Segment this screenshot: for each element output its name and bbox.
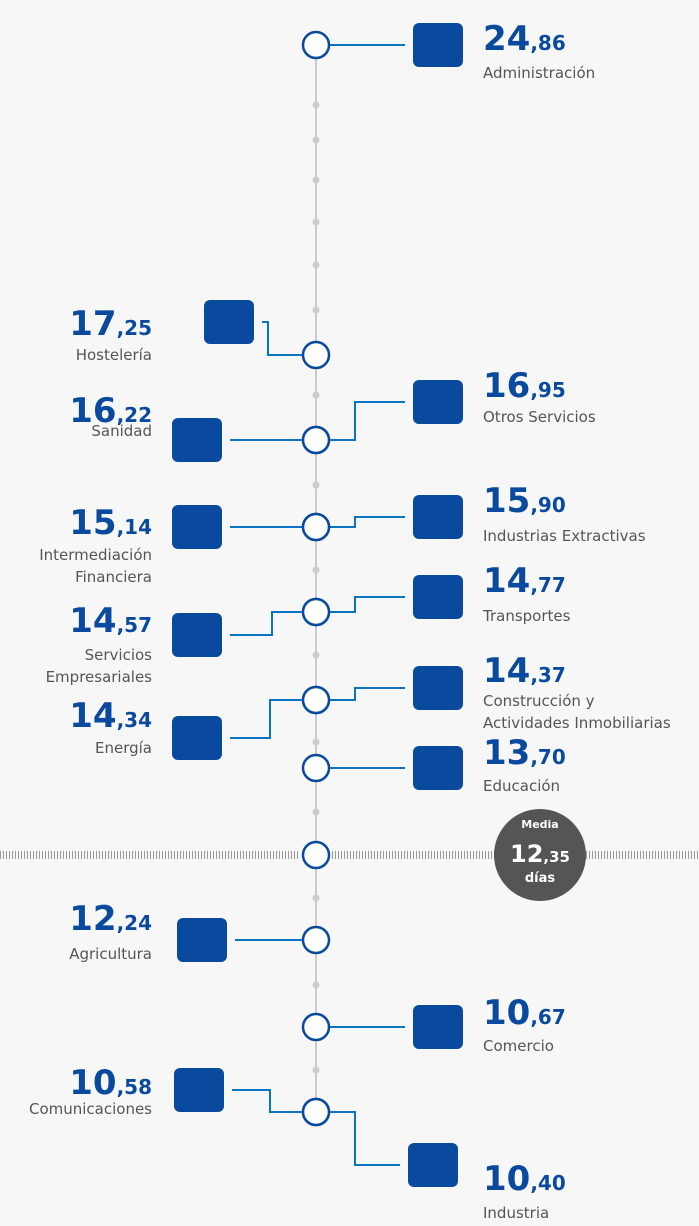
timeline-dot: [312, 566, 320, 574]
connector: [230, 611, 303, 636]
value: 13,70: [483, 733, 566, 773]
label: Construcción y: [483, 692, 595, 710]
value: 24,86: [483, 19, 566, 59]
mean-title: Media: [521, 818, 558, 831]
icon: [172, 418, 222, 462]
node: [301, 597, 331, 627]
timeline-dot: [312, 218, 320, 226]
label: Agricultura: [69, 945, 152, 963]
value: 14,34: [69, 696, 152, 736]
icon: [177, 918, 227, 962]
icon: [413, 380, 463, 424]
icon: [172, 613, 222, 657]
value: 16,95: [483, 366, 566, 406]
icon: [172, 716, 222, 760]
node: [301, 1097, 331, 1127]
label: Transportes: [482, 607, 571, 625]
timeline-dot: [312, 176, 320, 184]
label: Comunicaciones: [29, 1100, 152, 1118]
node: [301, 925, 331, 955]
icon: [413, 1005, 463, 1049]
label: Industrias Extractivas: [483, 527, 646, 545]
label: Intermediación: [39, 546, 152, 564]
icon: [172, 505, 222, 549]
timeline-dot: [312, 981, 320, 989]
node: [301, 30, 331, 60]
label: Financiera: [75, 568, 152, 586]
connector: [329, 687, 405, 701]
label: Administración: [483, 64, 595, 82]
icon: [204, 300, 254, 344]
timeline-dot: [312, 808, 320, 816]
timeline-dot: [312, 738, 320, 746]
label: Actividades Inmobiliarias: [483, 714, 671, 732]
connector: [329, 401, 405, 441]
timeline-dot: [312, 1066, 320, 1074]
node: [301, 1012, 331, 1042]
node: [301, 425, 331, 455]
icon: [413, 495, 463, 539]
connector: [329, 516, 405, 528]
value: 14,37: [483, 651, 566, 691]
value: 10,40: [483, 1159, 566, 1199]
label: Industria: [483, 1204, 549, 1222]
node: [301, 753, 331, 783]
icon: [413, 575, 463, 619]
node: [301, 340, 331, 370]
value: 15,90: [483, 481, 566, 521]
connector: [262, 321, 303, 356]
connector: [232, 1089, 303, 1113]
icon: [413, 666, 463, 710]
label: Hostelería: [76, 346, 152, 364]
timeline-dot: [312, 261, 320, 269]
value: 12,24: [69, 899, 152, 939]
icon: [174, 1068, 224, 1112]
value: 16,22: [69, 391, 152, 431]
connector: [329, 1111, 400, 1166]
mean-node: [301, 840, 331, 870]
label: Energía: [95, 739, 152, 757]
icon: [408, 1143, 458, 1187]
timeline-dot: [312, 136, 320, 144]
value: 10,67: [483, 993, 566, 1033]
connector: [329, 596, 405, 613]
connector: [230, 699, 303, 739]
timeline-dot: [312, 306, 320, 314]
mean-value: 12,35: [510, 840, 570, 868]
mean-badge: [494, 809, 586, 901]
value: 10,58: [69, 1063, 152, 1103]
timeline-dot: [312, 481, 320, 489]
node: [301, 512, 331, 542]
label: Sanidad: [91, 422, 152, 440]
timeline-dot: [312, 651, 320, 659]
label: Educación: [483, 777, 560, 795]
icon: [413, 23, 463, 67]
node: [301, 685, 331, 715]
timeline-dot: [312, 101, 320, 109]
label: Empresariales: [46, 668, 153, 686]
mean-unit: días: [525, 871, 556, 886]
value: 14,57: [69, 601, 152, 641]
timeline-dot: [312, 894, 320, 902]
value: 15,14: [69, 503, 152, 543]
value: 17,25: [69, 304, 152, 344]
icon: [413, 746, 463, 790]
timeline-dot: [312, 391, 320, 399]
label: Comercio: [483, 1037, 554, 1055]
label: Otros Servicios: [483, 408, 596, 426]
value: 14,77: [483, 561, 566, 601]
label: Servicios: [85, 646, 153, 664]
